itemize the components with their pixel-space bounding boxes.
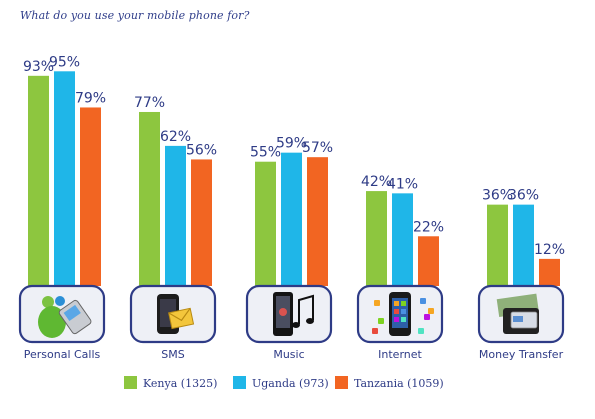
value-label-sms-2: 62% [160,129,191,145]
bar-money-transfer-1 [487,204,508,286]
legend-label-3: Tanzania (1059) [354,377,444,390]
bar-sms-2 [165,145,186,286]
category-label-internet: Internet [378,348,422,361]
value-label-money-transfer-2: 36% [508,188,539,204]
value-label-personal-calls-2: 95% [49,54,80,70]
chart-title: What do you use your mobile phone for? [20,9,250,22]
value-label-music-1: 55% [250,145,281,161]
legend-swatch-1 [124,376,137,389]
legend-label-2: Uganda (973) [252,377,329,390]
legend-label-1: Kenya (1325) [143,377,217,390]
messenger-phone-icon [38,296,92,338]
wallet-money-icon [496,293,539,334]
music-phone-icon [273,292,314,336]
value-label-music-2: 59% [276,136,307,152]
apps-smartphone-icon [372,292,434,336]
smartphone-mail-icon [157,294,195,334]
bar-internet-2 [392,193,413,286]
value-label-sms-3: 56% [186,142,217,158]
bar-personal-calls-2 [54,71,75,286]
bar-music-3 [307,157,328,286]
value-label-personal-calls-1: 93% [23,59,54,75]
value-label-personal-calls-3: 79% [75,90,106,106]
value-label-money-transfer-3: 12% [534,242,565,258]
bar-music-1 [255,161,276,286]
bar-money-transfer-2 [513,204,534,286]
bar-personal-calls-1 [28,75,49,286]
value-label-internet-3: 22% [413,219,444,235]
legend-swatch-3 [335,376,348,389]
legend-swatch-2 [233,376,246,389]
bar-internet-3 [418,236,439,286]
value-label-money-transfer-1: 36% [482,188,513,204]
bar-sms-1 [139,111,160,286]
value-label-internet-1: 42% [361,174,392,190]
bar-music-2 [281,152,302,286]
bar-personal-calls-3 [80,107,101,287]
bar-sms-3 [191,159,212,286]
category-label-music: Music [273,348,304,361]
category-label-personal-calls: Personal Calls [24,348,101,361]
value-label-music-3: 57% [302,140,333,156]
category-label-money-transfer: Money Transfer [479,348,564,361]
bar-internet-1 [366,191,387,286]
value-label-sms-1: 77% [134,95,165,111]
value-label-internet-2: 41% [387,176,418,192]
bar-money-transfer-3 [539,258,560,286]
category-label-sms: SMS [161,348,184,361]
